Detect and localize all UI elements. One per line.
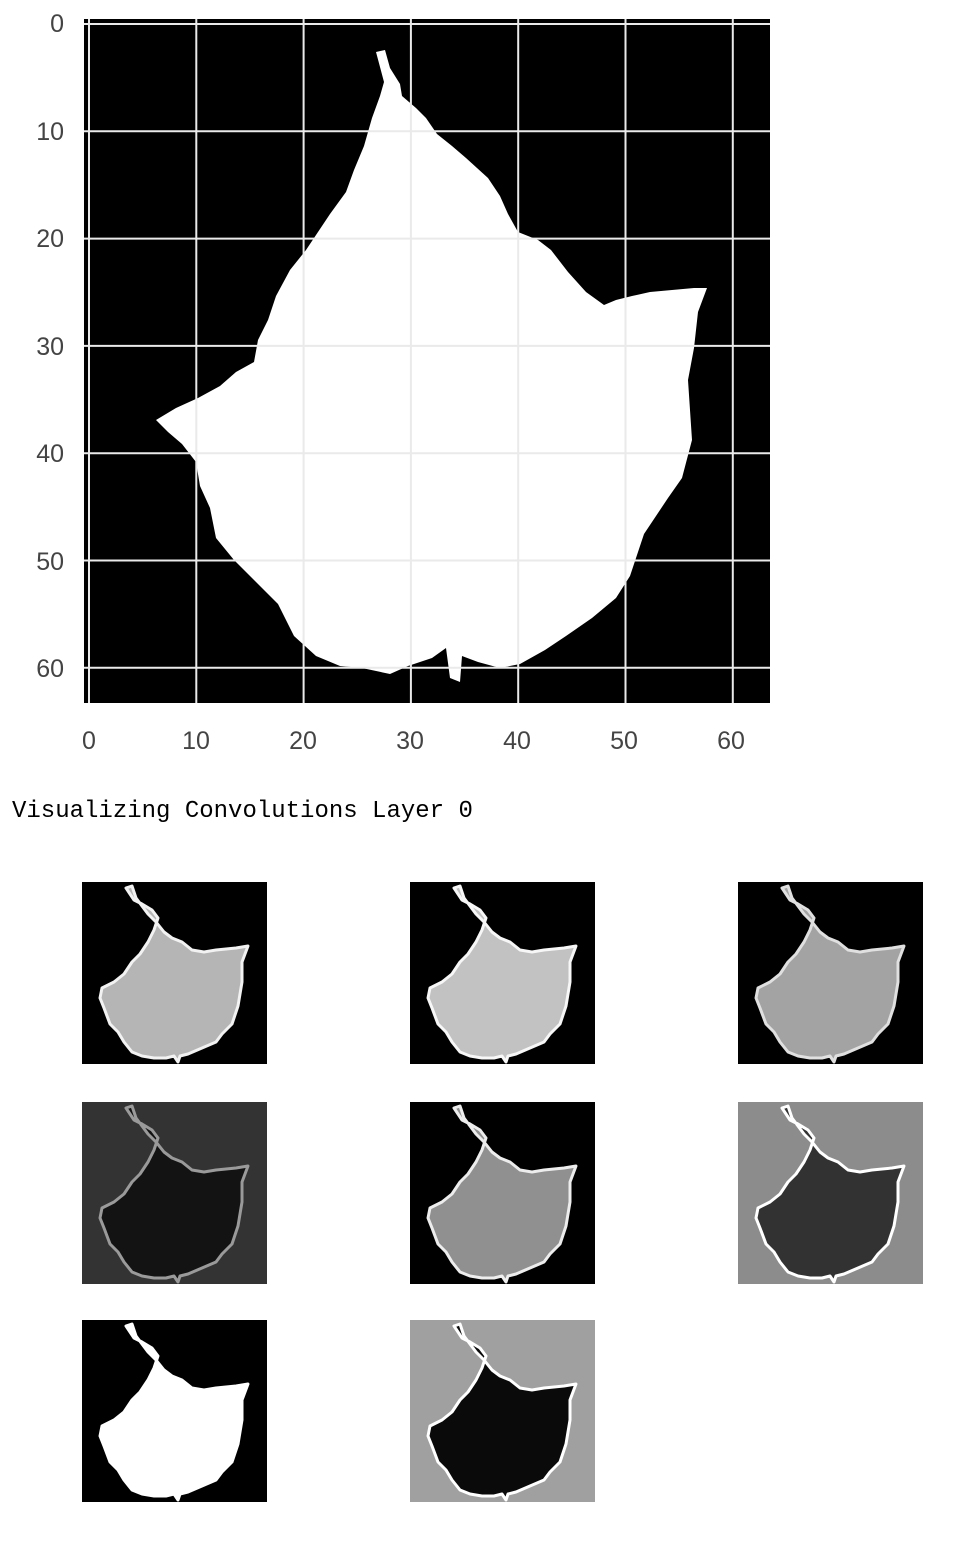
x-tick-label: 30 — [396, 727, 424, 755]
feature-map-leaf — [754, 1104, 906, 1284]
y-axis-tick-labels: 0 10 20 30 40 50 60 — [36, 10, 64, 683]
x-tick-label: 40 — [503, 727, 531, 755]
feature-map-5 — [410, 1102, 595, 1284]
feature-map-6 — [738, 1102, 923, 1284]
feature-map-leaf — [98, 884, 250, 1064]
feature-map-7 — [82, 1320, 267, 1502]
y-tick-label: 40 — [36, 440, 64, 468]
feature-map-image — [82, 882, 267, 1064]
plot-border — [82, 17, 772, 705]
feature-map-3 — [738, 882, 923, 1064]
x-tick-label: 60 — [717, 727, 745, 755]
grid-overlay — [83, 18, 771, 704]
feature-map-image — [410, 1320, 595, 1502]
section-caption: Visualizing Convolutions Layer 0 — [12, 798, 473, 825]
feature-map-image — [738, 882, 923, 1064]
feature-map-leaf — [754, 884, 906, 1064]
y-tick-label: 10 — [36, 118, 64, 146]
leaf-silhouette — [156, 50, 707, 682]
x-tick-label: 20 — [289, 727, 317, 755]
x-tick-label: 0 — [82, 727, 96, 755]
feature-map-leaf — [98, 1322, 250, 1502]
feature-map-image — [410, 1102, 595, 1284]
y-tick-label: 20 — [36, 225, 64, 253]
feature-map-image — [410, 882, 595, 1064]
feature-map-image — [738, 1102, 923, 1284]
y-tick-label: 30 — [36, 333, 64, 361]
feature-map-4 — [82, 1102, 267, 1284]
feature-map-1 — [82, 882, 267, 1064]
feature-map-2 — [410, 882, 595, 1064]
x-tick-label: 10 — [182, 727, 210, 755]
x-tick-label: 50 — [610, 727, 638, 755]
feature-map-leaf — [426, 884, 578, 1064]
feature-map-image — [82, 1102, 267, 1284]
y-tick-label: 0 — [50, 10, 64, 38]
leaf-image-plot: 0 10 20 30 40 50 60 0 10 20 30 40 50 60 — [36, 10, 772, 755]
y-tick-label: 60 — [36, 655, 64, 683]
feature-map-leaf — [426, 1104, 578, 1284]
feature-map-leaf — [98, 1104, 250, 1284]
x-axis-tick-labels: 0 10 20 30 40 50 60 — [82, 727, 745, 755]
y-tick-label: 50 — [36, 548, 64, 576]
feature-map-image — [82, 1320, 267, 1502]
feature-map-leaf — [426, 1322, 578, 1502]
feature-map-8 — [410, 1320, 595, 1502]
